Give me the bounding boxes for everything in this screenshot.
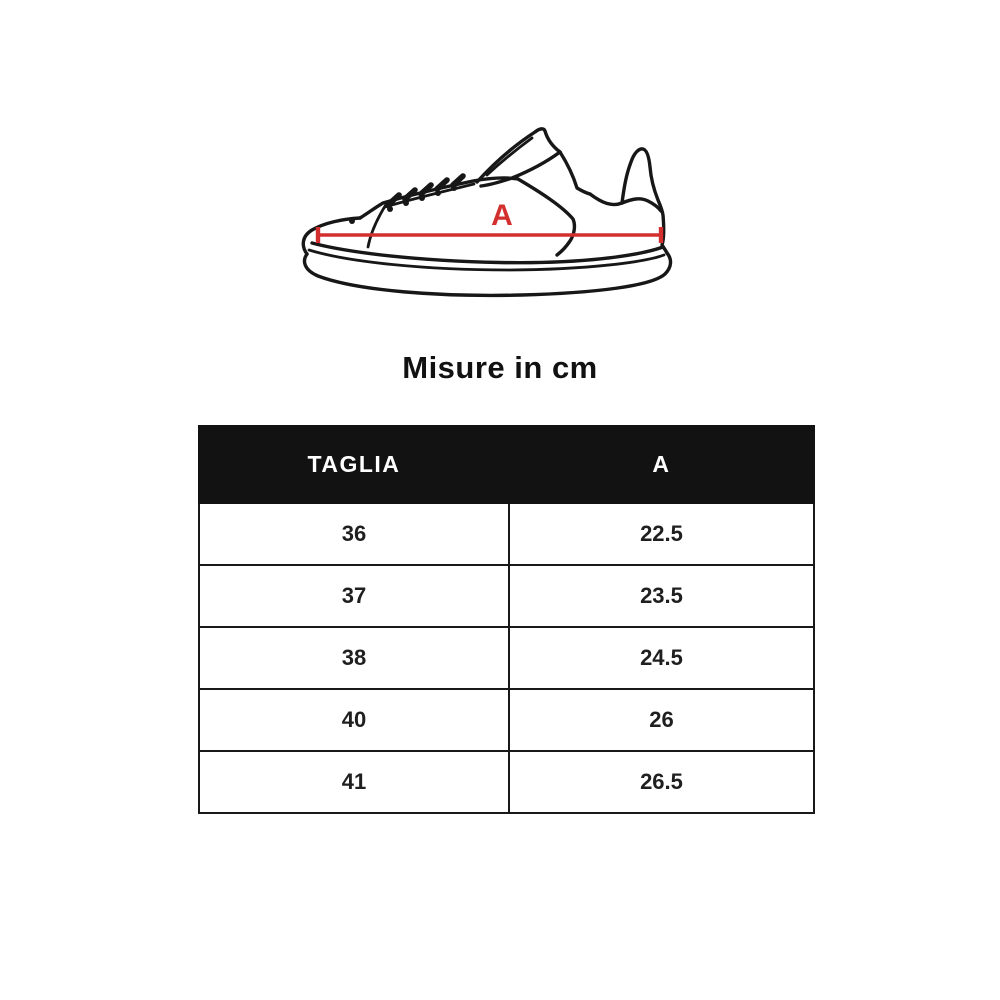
sneaker-svg: A bbox=[301, 127, 673, 298]
sneaker-diagram: A bbox=[290, 105, 710, 305]
header-cell-taglia: TAGLIA bbox=[198, 425, 510, 504]
quarter-panel-line bbox=[516, 177, 577, 257]
lace-knot bbox=[418, 182, 434, 197]
measure-label: A bbox=[491, 199, 513, 232]
table-row: 41 26.5 bbox=[198, 750, 816, 814]
cell-taglia: 38 bbox=[198, 626, 510, 690]
cell-measure: 22.5 bbox=[507, 502, 816, 566]
table-row: 36 22.5 bbox=[198, 502, 816, 566]
tongue-inner-edge bbox=[479, 150, 562, 188]
lace-knot bbox=[386, 192, 402, 207]
cell-taglia: 37 bbox=[198, 564, 510, 628]
cell-taglia: 41 bbox=[198, 750, 510, 814]
header-row: TAGLIA A bbox=[198, 425, 816, 504]
heel-tab-outline bbox=[620, 147, 669, 255]
heel-padding-line bbox=[588, 192, 663, 213]
measurement: A bbox=[315, 199, 664, 243]
cell-measure: 26.5 bbox=[507, 750, 816, 814]
size-table-body: 36 22.5 37 23.5 38 24.5 40 26 41 26.5 bbox=[198, 502, 816, 814]
size-table-header: TAGLIA A bbox=[198, 425, 816, 504]
cell-taglia: 40 bbox=[198, 688, 510, 752]
eyelet-dot bbox=[403, 200, 409, 206]
header-cell-a: A bbox=[507, 425, 816, 504]
table-row: 37 23.5 bbox=[198, 564, 816, 628]
sole-bottom-line bbox=[302, 251, 673, 298]
tongue-fold-line bbox=[485, 136, 534, 177]
eyelet-dot bbox=[419, 195, 425, 201]
laces bbox=[349, 173, 466, 224]
lace-knot bbox=[450, 173, 466, 188]
cell-taglia: 36 bbox=[198, 502, 510, 566]
eyelet-dot bbox=[349, 218, 355, 224]
toe-outline bbox=[301, 216, 362, 256]
cell-measure: 24.5 bbox=[507, 626, 816, 690]
shoe-outline bbox=[301, 127, 673, 298]
lace-knot bbox=[434, 177, 450, 192]
lace-knot bbox=[402, 187, 418, 202]
tongue-outline bbox=[475, 127, 562, 184]
collar-line bbox=[558, 150, 592, 196]
sole-top-line bbox=[310, 241, 665, 265]
eyelet-dot bbox=[435, 190, 441, 196]
page-title: Misure in cm bbox=[402, 350, 598, 385]
cell-measure: 23.5 bbox=[507, 564, 816, 628]
lace-panel-line bbox=[383, 182, 476, 209]
midsole-stripe-line bbox=[307, 248, 666, 272]
eyelet-dot bbox=[387, 206, 393, 212]
size-table: TAGLIA A 36 22.5 37 23.5 38 24.5 40 26 4 bbox=[198, 425, 816, 814]
cell-measure: 26 bbox=[507, 688, 816, 752]
table-row: 38 24.5 bbox=[198, 626, 816, 690]
eyelet-dot bbox=[451, 185, 457, 191]
table-row: 40 26 bbox=[198, 688, 816, 752]
